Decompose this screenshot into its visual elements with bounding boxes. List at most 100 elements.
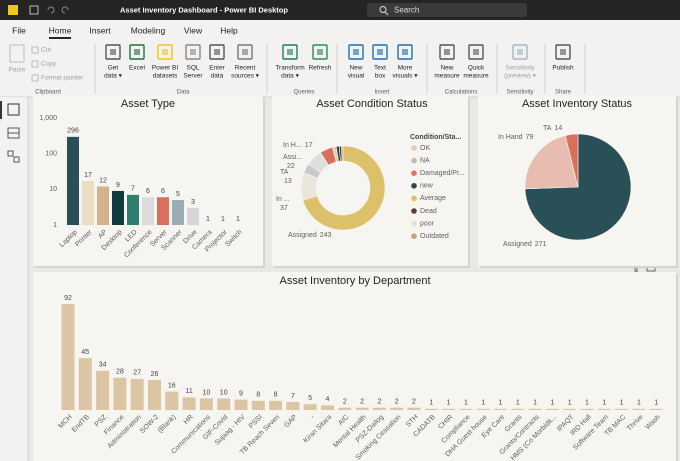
small-icon: [31, 60, 39, 68]
data-label: 1: [533, 400, 537, 407]
ribbon-button[interactable]: data ▾: [104, 73, 122, 80]
legend-label[interactable]: Damaged/Pr...: [420, 170, 465, 177]
data-label: Assigned 243: [288, 232, 332, 239]
legend-label[interactable]: poor: [420, 220, 435, 227]
legend-marker: [411, 220, 417, 227]
ribbon-button[interactable]: Paste: [9, 67, 26, 74]
model-view-icon: [13, 156, 20, 163]
ribbon-button[interactable]: sources ▾: [231, 73, 260, 80]
data-label: 3: [191, 199, 195, 206]
bar: [286, 401, 300, 410]
left-nav: [0, 97, 28, 461]
ribbon-button[interactable]: New: [349, 65, 362, 72]
ribbon-button[interactable]: Server: [183, 73, 203, 80]
data-label-value: 22: [287, 163, 295, 170]
data-label: 1: [516, 400, 520, 407]
button-icon: [162, 49, 168, 55]
data-label: Assigned 271: [503, 241, 547, 248]
ribbon-button[interactable]: data: [211, 73, 224, 80]
ribbon-button[interactable]: data ▾: [281, 73, 299, 80]
undo-icon[interactable]: [47, 6, 55, 14]
menu-tab[interactable]: File: [12, 25, 26, 35]
bar: [130, 378, 144, 410]
ribbon-button[interactable]: Copy: [41, 61, 57, 68]
ribbon-button[interactable]: Cut: [41, 47, 51, 54]
button-icon: [560, 49, 566, 55]
legend-marker: [411, 208, 417, 214]
bar: [649, 408, 663, 410]
ribbon-button[interactable]: measure: [463, 73, 489, 80]
report-view-icon[interactable]: [7, 103, 20, 116]
ribbon-button[interactable]: Excel: [129, 65, 145, 72]
ribbon-button[interactable]: Recent: [235, 65, 256, 72]
data-label: 45: [81, 349, 89, 356]
ribbon-button[interactable]: datasets: [153, 73, 178, 80]
menu-tab[interactable]: Insert: [89, 25, 111, 35]
data-label: 1: [221, 216, 225, 223]
bar: [338, 407, 352, 410]
model-view-icon[interactable]: [7, 150, 14, 157]
ribbon-button[interactable]: Transform: [275, 65, 304, 72]
menu-tab[interactable]: Home: [49, 25, 72, 35]
data-label-value: 14: [554, 125, 562, 132]
bar: [148, 380, 161, 410]
data-label: 5: [176, 191, 180, 198]
search-box[interactable]: [367, 3, 527, 17]
data-label-value: 271: [535, 241, 547, 248]
data-label: 2: [343, 399, 347, 406]
ribbon-button[interactable]: Refresh: [309, 65, 332, 72]
button-icon: [129, 44, 145, 60]
menu-tab[interactable]: Help: [220, 25, 238, 35]
legend-label[interactable]: new: [420, 183, 434, 190]
menu-tab[interactable]: View: [184, 25, 203, 35]
ribbon-button[interactable]: Enter: [209, 65, 225, 72]
ribbon-button[interactable]: Quick: [468, 65, 485, 72]
legend-label[interactable]: NA: [420, 157, 430, 164]
data-label: 27: [133, 370, 141, 377]
ribbon-button[interactable]: More: [398, 65, 413, 72]
ribbon-button[interactable]: Sensitivity: [505, 65, 535, 72]
data-label: TA 14: [543, 125, 562, 132]
data-label-name: TA: [280, 169, 289, 176]
group-label: Sensitivity: [506, 90, 533, 96]
group-label: Queries: [293, 90, 314, 96]
button-icon: [473, 49, 479, 55]
button-icon: [517, 49, 523, 55]
menu-tab[interactable]: Modeling: [131, 25, 166, 35]
legend-label[interactable]: OK: [420, 145, 430, 152]
bar: [597, 408, 611, 410]
data-label-value: 13: [284, 178, 292, 185]
button-icon: [312, 44, 328, 60]
slice: [564, 133, 579, 188]
nav-selected: [0, 101, 2, 119]
y-tick-label: 1,000: [39, 115, 57, 122]
bar: [528, 408, 542, 410]
ribbon-button[interactable]: visual: [348, 73, 365, 80]
ribbon-button[interactable]: Text: [374, 65, 386, 72]
ribbon-button[interactable]: Power BI: [152, 65, 179, 72]
ribbon-button[interactable]: SQL: [186, 65, 199, 72]
visual-card: [33, 272, 676, 461]
legend-label[interactable]: Outdated: [420, 233, 449, 240]
y-tick-label: 10: [49, 186, 57, 193]
data-label: 2: [412, 399, 416, 406]
ribbon-button[interactable]: New: [440, 65, 453, 72]
legend-label[interactable]: Average: [420, 195, 446, 202]
legend-label[interactable]: Dead: [420, 208, 437, 215]
ribbon-button[interactable]: box: [375, 73, 386, 80]
save-icon[interactable]: [29, 5, 39, 15]
bar: [217, 398, 231, 410]
redo-icon[interactable]: [61, 6, 69, 14]
ribbon-button[interactable]: measure: [434, 73, 460, 80]
ribbon-button[interactable]: visuals ▾: [393, 73, 419, 80]
bar: [390, 407, 404, 410]
bar: [67, 136, 79, 225]
ribbon-button[interactable]: Format painter: [41, 75, 84, 82]
data-label: 9: [239, 390, 243, 397]
bar: [78, 358, 92, 410]
ribbon-button[interactable]: Publish: [552, 65, 574, 72]
ribbon-button[interactable]: Get: [108, 65, 119, 72]
data-label: 16: [168, 382, 176, 389]
ribbon-button[interactable]: (preview) ▾: [504, 73, 537, 80]
